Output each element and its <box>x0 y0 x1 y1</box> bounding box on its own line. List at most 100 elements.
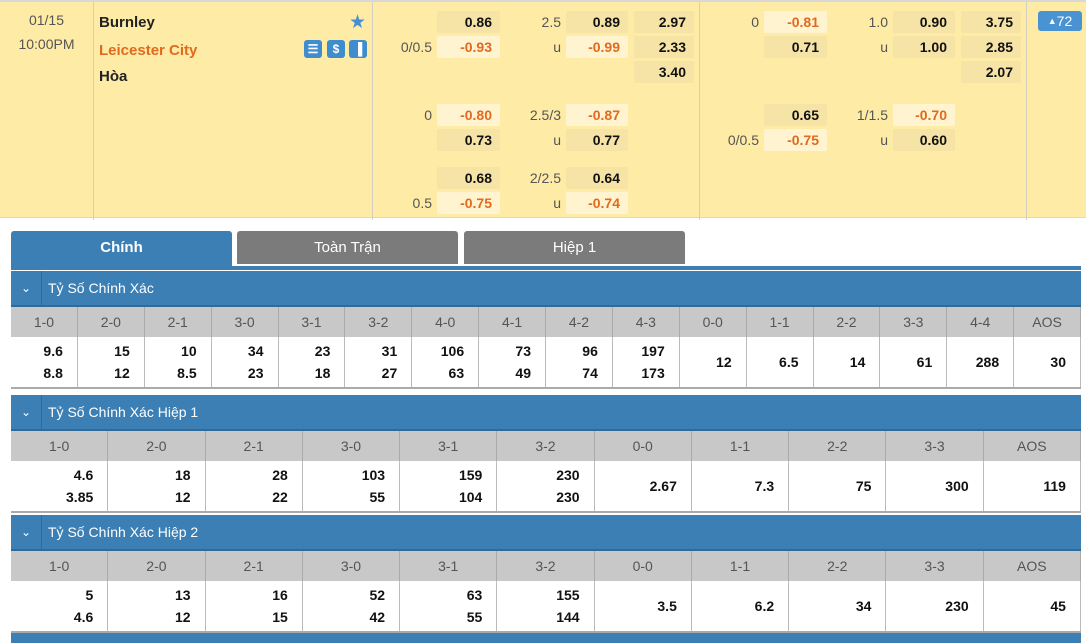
odds-value[interactable]: 119 <box>1043 478 1066 494</box>
odds-value[interactable]: 63 <box>466 587 483 603</box>
odds-value[interactable]: 74 <box>582 365 598 381</box>
odds-value[interactable]: 55 <box>466 609 483 625</box>
odds-value[interactable]: 16 <box>272 587 288 603</box>
odds-value[interactable]: 61 <box>916 354 933 370</box>
odds-value[interactable]: 73 <box>515 343 531 359</box>
odds-value[interactable]: 22 <box>272 489 288 505</box>
odds-value[interactable]: 13 <box>174 587 191 603</box>
odds-value[interactable]: 28 <box>272 467 288 483</box>
odds-value[interactable]: 300 <box>945 478 969 494</box>
odds-value[interactable]: 45 <box>1050 598 1066 614</box>
stats-chart-icon[interactable]: ▐ <box>349 40 367 58</box>
odds-value[interactable]: 6.5 <box>779 354 799 370</box>
odds-value[interactable]: 8.8 <box>43 365 63 381</box>
odds-value[interactable]: 63 <box>448 365 465 381</box>
odds-value[interactable]: 18 <box>174 467 191 483</box>
odds-value[interactable]: 55 <box>369 489 386 505</box>
odds-value[interactable]: 4.6 <box>73 609 94 625</box>
odds-value[interactable]: 1.00 <box>893 36 955 58</box>
odds-value[interactable]: -0.93 <box>437 36 500 58</box>
odds-value[interactable]: 0.71 <box>764 36 827 58</box>
away-team[interactable]: Leicester City <box>99 42 198 59</box>
odds-value[interactable]: 10 <box>181 343 197 359</box>
odds-value[interactable]: 2.33 <box>634 36 694 58</box>
odds-value[interactable]: 288 <box>975 354 1000 370</box>
scoreboard-icon[interactable]: ☰ <box>304 40 322 58</box>
odds-value[interactable]: 14 <box>849 354 866 370</box>
section-header[interactable]: ⌄ Tỷ Số Chính Xác Hiệp 1 <box>11 395 1081 431</box>
odds-value[interactable]: 75 <box>855 478 872 494</box>
star-icon[interactable]: ★ <box>349 12 367 33</box>
odds-value[interactable]: 8.5 <box>177 365 197 381</box>
odds-value[interactable]: 0.90 <box>893 11 955 33</box>
odds-value[interactable]: 0.89 <box>566 11 628 33</box>
odds-value[interactable]: 0.60 <box>893 129 955 151</box>
odds-value[interactable]: 12 <box>114 365 130 381</box>
odds-value[interactable]: 0.64 <box>566 167 628 189</box>
odds-value[interactable]: -0.74 <box>566 192 628 214</box>
odds-value[interactable]: 12 <box>716 354 732 370</box>
odds-value[interactable]: 2.85 <box>961 36 1021 58</box>
tab-chinh[interactable]: Chính <box>11 231 232 267</box>
odds-value[interactable]: -0.75 <box>437 192 500 214</box>
odds-value[interactable]: 230 <box>556 467 580 483</box>
odds-value[interactable]: 49 <box>515 365 531 381</box>
odds-value[interactable]: 6.2 <box>754 598 775 614</box>
odds-value[interactable]: 30 <box>1050 354 1066 370</box>
odds-value[interactable]: 15 <box>272 609 288 625</box>
odds-value[interactable]: 23 <box>314 343 331 359</box>
odds-value[interactable]: 104 <box>458 489 483 505</box>
odds-value[interactable]: 12 <box>174 609 191 625</box>
dollar-icon[interactable]: $ <box>327 40 345 58</box>
odds-value[interactable]: 0.73 <box>437 129 500 151</box>
odds-value[interactable]: 173 <box>641 365 665 381</box>
odds-value[interactable]: 12 <box>174 489 191 505</box>
odds-value[interactable]: 3.5 <box>657 598 677 614</box>
odds-value[interactable]: -0.99 <box>566 36 628 58</box>
odds-value[interactable]: 42 <box>369 609 386 625</box>
odds-value[interactable]: 3.40 <box>634 61 694 83</box>
section-header[interactable]: ⌄ Tỷ Số Chính Xác Hiệp 2 <box>11 515 1081 551</box>
odds-value[interactable]: 34 <box>855 598 872 614</box>
odds-value[interactable]: 106 <box>440 343 465 359</box>
odds-value[interactable]: 15 <box>114 343 130 359</box>
odds-value[interactable]: -0.81 <box>764 11 827 33</box>
odds-value[interactable]: 52 <box>369 587 386 603</box>
odds-value[interactable]: 4.6 <box>73 467 94 483</box>
section-header[interactable]: ⌄ Tỷ Số Chính Xác <box>11 271 1081 307</box>
odds-value[interactable]: 103 <box>361 467 386 483</box>
odds-value[interactable]: 23 <box>247 365 264 381</box>
odds-value[interactable]: 3.85 <box>66 489 94 505</box>
odds-value[interactable]: 230 <box>945 598 969 614</box>
odds-value[interactable]: -0.80 <box>437 104 500 126</box>
chevron-down-icon[interactable]: ⌄ <box>11 271 42 305</box>
odds-value[interactable]: 27 <box>381 365 398 381</box>
odds-value[interactable]: 0.77 <box>566 129 628 151</box>
odds-value[interactable]: 31 <box>381 343 398 359</box>
odds-value[interactable]: -0.75 <box>764 129 827 151</box>
odds-value[interactable]: 0.65 <box>764 104 827 126</box>
odds-value[interactable]: -0.87 <box>566 104 628 126</box>
odds-value[interactable]: 5 <box>85 587 94 603</box>
odds-value[interactable]: 197 <box>641 343 665 359</box>
chevron-down-icon[interactable]: ⌄ <box>11 395 42 429</box>
odds-value[interactable]: 144 <box>556 609 580 625</box>
odds-value[interactable]: -0.70 <box>893 104 955 126</box>
odds-value[interactable]: 2.97 <box>634 11 694 33</box>
odds-value[interactable]: 96 <box>582 343 598 359</box>
odds-value[interactable]: 7.3 <box>754 478 775 494</box>
more-markets-button[interactable]: ▲72 <box>1038 11 1082 31</box>
odds-value[interactable]: 34 <box>247 343 264 359</box>
odds-value[interactable]: 18 <box>314 365 331 381</box>
tab-toan-tran[interactable]: Toàn Trận <box>237 231 458 264</box>
odds-value[interactable]: 9.6 <box>43 343 63 359</box>
odds-value[interactable]: 2.07 <box>961 61 1021 83</box>
odds-value[interactable]: 155 <box>556 587 580 603</box>
odds-value[interactable]: 3.75 <box>961 11 1021 33</box>
odds-value[interactable]: 0.68 <box>437 167 500 189</box>
odds-value[interactable]: 2.67 <box>649 478 677 494</box>
home-team[interactable]: Burnley <box>99 14 155 31</box>
next-section-header[interactable] <box>11 633 1081 643</box>
odds-value[interactable]: 0.86 <box>437 11 500 33</box>
odds-value[interactable]: 159 <box>458 467 483 483</box>
